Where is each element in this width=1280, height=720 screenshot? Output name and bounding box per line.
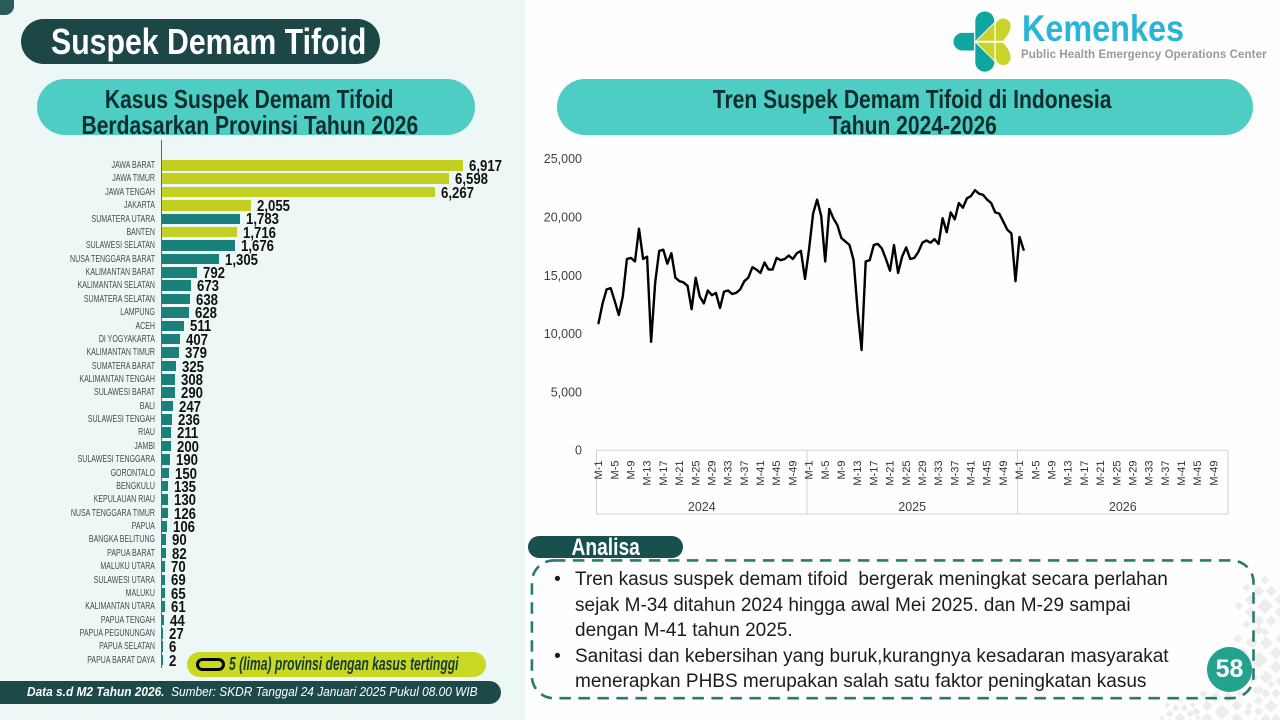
svg-text:M-25: M-25 (690, 461, 702, 486)
svg-text:20,000: 20,000 (544, 211, 582, 225)
svg-text:M-17: M-17 (658, 461, 670, 486)
svg-text:M-1: M-1 (1014, 461, 1026, 480)
svg-text:15,000: 15,000 (544, 269, 582, 283)
svg-text:10,000: 10,000 (544, 327, 582, 341)
svg-text:M-37: M-37 (1160, 461, 1172, 486)
svg-text:M-49: M-49 (1208, 461, 1220, 486)
svg-text:M-1: M-1 (593, 461, 605, 480)
svg-text:M-21: M-21 (885, 461, 897, 486)
svg-text:M-13: M-13 (1063, 461, 1075, 486)
svg-text:M-29: M-29 (917, 461, 929, 486)
svg-text:M-45: M-45 (1192, 461, 1204, 486)
svg-text:M-5: M-5 (609, 461, 621, 480)
svg-text:M-9: M-9 (626, 461, 638, 480)
svg-text:M-25: M-25 (1111, 461, 1123, 486)
svg-text:M-25: M-25 (901, 461, 913, 486)
svg-text:M-37: M-37 (949, 461, 961, 486)
svg-text:M-13: M-13 (852, 461, 864, 486)
svg-text:M-33: M-33 (723, 461, 735, 486)
svg-text:M-17: M-17 (868, 461, 880, 486)
svg-text:M-13: M-13 (642, 461, 654, 486)
svg-text:M-41: M-41 (755, 461, 767, 486)
svg-text:M-9: M-9 (1047, 461, 1059, 480)
svg-text:M-41: M-41 (966, 461, 978, 486)
svg-text:M-21: M-21 (1095, 461, 1107, 486)
svg-text:5,000: 5,000 (551, 385, 582, 399)
svg-text:M-45: M-45 (982, 461, 994, 486)
svg-text:2024: 2024 (688, 500, 716, 514)
svg-text:M-21: M-21 (674, 461, 686, 486)
svg-text:2026: 2026 (1109, 500, 1137, 514)
svg-text:M-5: M-5 (820, 461, 832, 480)
svg-text:M-37: M-37 (739, 461, 751, 486)
svg-text:2025: 2025 (898, 500, 926, 514)
svg-text:M-29: M-29 (707, 461, 719, 486)
svg-text:M-49: M-49 (998, 461, 1010, 486)
svg-text:M-17: M-17 (1079, 461, 1091, 486)
svg-text:M-33: M-33 (933, 461, 945, 486)
svg-text:M-29: M-29 (1128, 461, 1140, 486)
svg-text:M-49: M-49 (787, 461, 799, 486)
svg-text:25,000: 25,000 (544, 152, 582, 166)
svg-text:M-33: M-33 (1144, 461, 1156, 486)
svg-text:M-1: M-1 (804, 461, 816, 480)
svg-text:M-5: M-5 (1030, 461, 1042, 480)
svg-text:M-41: M-41 (1176, 461, 1188, 486)
svg-text:0: 0 (575, 444, 582, 458)
svg-text:M-45: M-45 (771, 461, 783, 486)
svg-text:M-9: M-9 (836, 461, 848, 480)
